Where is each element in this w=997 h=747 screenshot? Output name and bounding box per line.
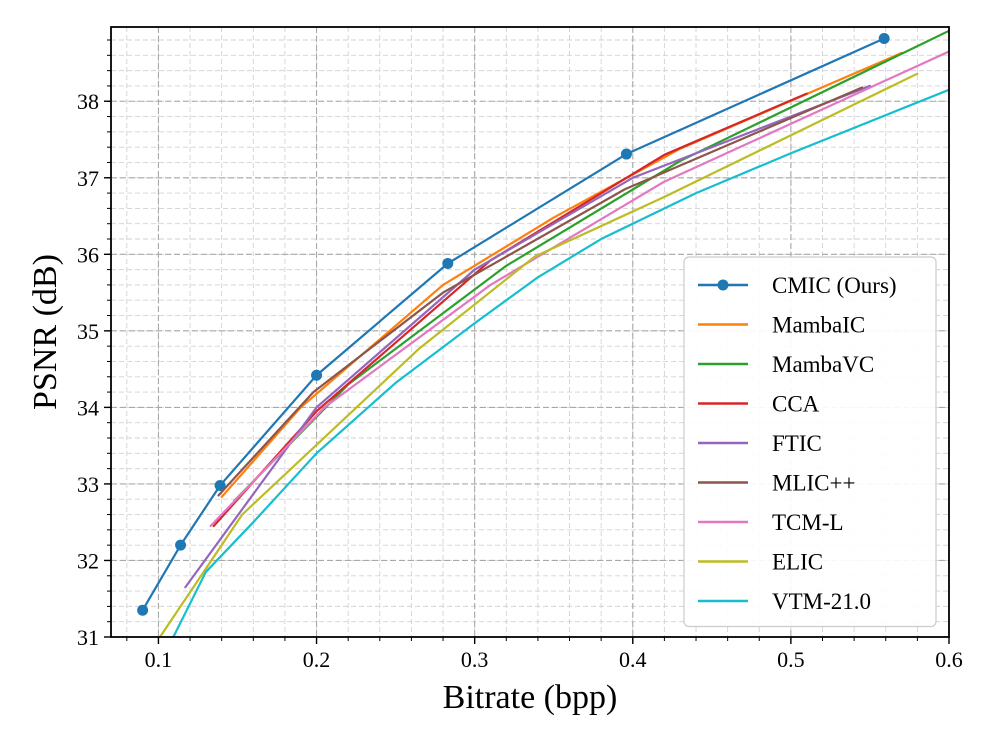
series-7 xyxy=(158,72,919,637)
legend-item: MambaIC xyxy=(698,313,865,338)
legend-label: MambaIC xyxy=(772,313,865,338)
y-axis-title: PSNR (dB) xyxy=(27,254,64,410)
legend-marker xyxy=(717,279,729,291)
x-tick-label: 0.3 xyxy=(461,647,489,672)
y-tick-label: 34 xyxy=(77,395,99,420)
legend-label: MambaVC xyxy=(772,352,874,377)
series-6 xyxy=(209,50,949,528)
series-8 xyxy=(172,88,949,637)
x-tick-label: 0.5 xyxy=(777,647,805,672)
x-axis-title: Bitrate (bpp) xyxy=(443,679,618,716)
legend-box xyxy=(683,256,937,628)
y-tick-label: 32 xyxy=(77,548,99,573)
y-tick-label: 35 xyxy=(77,319,99,344)
series-line-mlic- xyxy=(217,86,864,497)
x-tick-label: 0.1 xyxy=(145,647,173,672)
y-tick-label: 38 xyxy=(77,89,99,114)
legend-item: MambaVC xyxy=(698,352,874,377)
legend-label: ELIC xyxy=(772,550,823,575)
legend-item: TCM-L xyxy=(698,510,844,535)
series-line-ftic xyxy=(184,84,872,589)
series-5 xyxy=(217,86,864,497)
series-line-tcm-l xyxy=(209,50,949,528)
series-line-vtm-21-0 xyxy=(172,88,949,637)
y-tick-label: 33 xyxy=(77,472,99,497)
legend-item: MLIC++ xyxy=(698,471,855,496)
data-point xyxy=(620,148,632,160)
x-tick-label: 0.2 xyxy=(303,647,331,672)
series-lines xyxy=(137,29,949,637)
plot-frame xyxy=(110,26,950,638)
legend-item: CCA xyxy=(698,392,820,417)
x-tick-label: 0.4 xyxy=(619,647,647,672)
y-tick-label: 37 xyxy=(77,166,99,191)
legend-label: CCA xyxy=(772,392,820,417)
data-point xyxy=(878,32,890,44)
legend-label: CMIC (Ours) xyxy=(772,273,897,298)
series-4 xyxy=(184,84,872,589)
y-tick-label: 31 xyxy=(77,625,99,650)
legend-item: CMIC (Ours) xyxy=(698,273,897,298)
data-point xyxy=(137,604,149,616)
data-point xyxy=(214,479,226,491)
legend: CMIC (Ours) MambaIC MambaVC CCA FTIC MLIC++ TC… xyxy=(683,256,937,628)
series-0 xyxy=(137,32,890,616)
legend-label: FTIC xyxy=(772,431,822,456)
data-point xyxy=(442,257,454,269)
data-point xyxy=(175,539,187,551)
legend-item: FTIC xyxy=(698,431,822,456)
x-tick-label: 0.6 xyxy=(935,647,963,672)
series-line-elic xyxy=(158,72,919,637)
legend-label: VTM-21.0 xyxy=(772,589,871,614)
axis-ticks: 0.1 0.2 0.3 0.4 0.5 0.6 31 32 33 34 35 36 37 38 xyxy=(77,39,963,672)
y-tick-label: 36 xyxy=(77,242,99,267)
legend-item: VTM-21.0 xyxy=(698,589,871,614)
legend-label: MLIC++ xyxy=(772,471,855,496)
data-point xyxy=(311,369,323,381)
legend-item: ELIC xyxy=(698,550,823,575)
legend-label: TCM-L xyxy=(772,510,844,535)
